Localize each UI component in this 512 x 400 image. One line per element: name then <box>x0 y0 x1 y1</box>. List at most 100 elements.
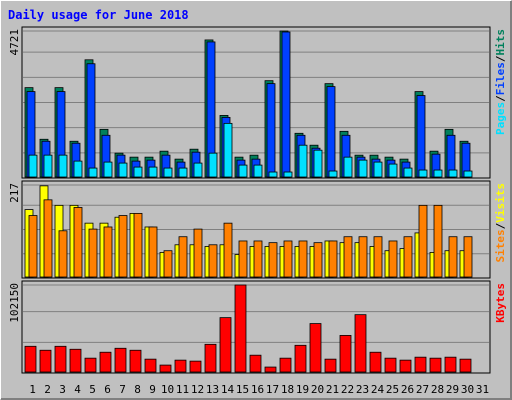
bar <box>268 171 278 178</box>
x-tick-label: 22 <box>341 383 354 396</box>
bar <box>234 284 247 373</box>
bar <box>358 236 368 278</box>
bar <box>39 349 52 373</box>
bar <box>294 344 307 373</box>
bar <box>279 357 292 373</box>
bar <box>28 215 38 278</box>
bar <box>193 162 203 178</box>
x-tick-label: 1 <box>29 383 36 396</box>
bar <box>373 161 383 178</box>
bar <box>388 240 398 278</box>
x-tick-label: 29 <box>446 383 459 396</box>
bar <box>114 347 127 373</box>
legend: Sites/Visits <box>494 183 507 263</box>
y-tick-label: 102150 <box>8 283 21 323</box>
x-tick-label: 27 <box>416 383 429 396</box>
bar <box>58 154 68 178</box>
bar <box>86 63 96 178</box>
legend-separator: / <box>494 222 507 229</box>
x-tick-label: 3 <box>59 383 66 396</box>
bar <box>324 358 337 373</box>
bar <box>313 242 323 278</box>
x-tick-label: 7 <box>119 383 126 396</box>
y-tick-label: 4721 <box>8 29 21 56</box>
x-tick-label: 14 <box>221 383 235 396</box>
bar <box>326 86 336 178</box>
bar <box>238 240 248 278</box>
bar <box>133 213 143 278</box>
bar <box>88 167 98 178</box>
bar <box>298 144 308 178</box>
x-tick-label: 11 <box>176 383 189 396</box>
bar <box>358 159 368 178</box>
bar <box>103 226 113 278</box>
bar <box>266 83 276 178</box>
bar <box>163 167 173 178</box>
bar <box>219 317 232 373</box>
bar <box>54 345 67 373</box>
x-tick-label: 19 <box>296 383 309 396</box>
bar <box>148 226 158 278</box>
bar <box>223 222 233 278</box>
legend-entry: Sites <box>494 229 507 262</box>
y-tick-label: 217 <box>8 183 21 203</box>
bar <box>283 240 293 278</box>
bar <box>343 236 353 278</box>
legend-entry: Pages <box>494 102 507 135</box>
legend-entry: KBytes <box>494 283 507 323</box>
bar <box>159 364 172 373</box>
bar <box>418 204 428 278</box>
bar <box>268 242 278 278</box>
x-tick-label: 17 <box>266 383 279 396</box>
chart-title: Daily usage for June 2018 <box>8 8 189 22</box>
bar <box>28 154 38 178</box>
bar <box>148 166 158 178</box>
x-tick-label: 18 <box>281 383 294 396</box>
legend-separator: / <box>494 55 507 62</box>
bar <box>429 357 442 373</box>
bar <box>253 164 263 178</box>
bar <box>264 366 277 373</box>
bar <box>459 358 472 373</box>
bar <box>463 236 473 278</box>
bar <box>178 236 188 278</box>
x-tick-label: 26 <box>401 383 414 396</box>
bar <box>73 207 83 278</box>
bar <box>403 167 413 178</box>
bar <box>388 163 398 178</box>
x-tick-label: 12 <box>191 383 204 396</box>
x-tick-label: 30 <box>461 383 474 396</box>
bar <box>369 351 382 373</box>
bar <box>208 152 218 178</box>
bar <box>84 357 97 373</box>
bar <box>414 356 427 373</box>
bar <box>43 199 53 278</box>
x-tick-label: 16 <box>251 383 264 396</box>
bar <box>144 358 157 373</box>
bar <box>103 161 113 178</box>
bar <box>373 236 383 278</box>
bar <box>433 169 443 178</box>
bar <box>309 323 322 373</box>
x-tick-label: 31 <box>476 383 489 396</box>
bar <box>178 167 188 178</box>
bar <box>223 122 233 178</box>
bar <box>193 228 203 278</box>
bar <box>58 230 68 278</box>
bar <box>69 348 82 373</box>
bar <box>384 357 397 373</box>
x-tick-label: 21 <box>326 383 339 396</box>
bar <box>444 356 457 373</box>
legend-separator: / <box>494 95 507 102</box>
bar <box>343 156 353 178</box>
bar <box>433 204 443 278</box>
bar <box>129 349 142 373</box>
x-tick-label: 23 <box>356 383 369 396</box>
bar <box>313 149 323 178</box>
bar <box>253 240 263 278</box>
x-tick-label: 15 <box>236 383 249 396</box>
bar <box>99 351 112 373</box>
bar <box>328 240 338 278</box>
